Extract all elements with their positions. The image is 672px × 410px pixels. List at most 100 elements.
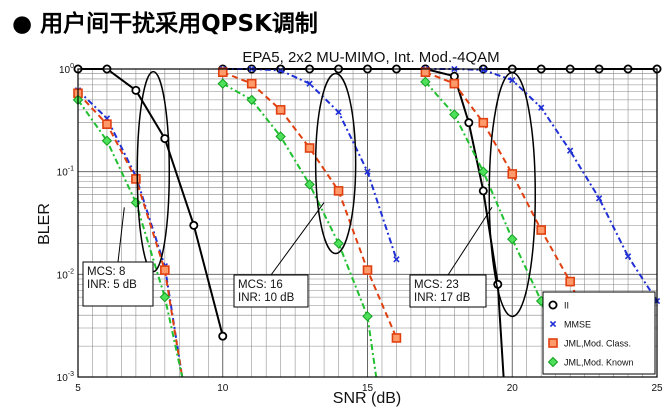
- point-marker: [549, 320, 557, 328]
- point-marker: [218, 331, 228, 341]
- point-marker: [480, 66, 487, 74]
- point-marker: [478, 117, 489, 128]
- point-marker: [566, 147, 574, 154]
- point-marker: [217, 78, 228, 89]
- point-marker: [159, 291, 171, 303]
- point-marker: [131, 174, 141, 184]
- legend: II MMSE JML,Mod. Class. JML,Mod. Known: [542, 291, 656, 375]
- point-marker: [393, 256, 400, 263]
- callout-label: MCS: 8: [87, 266, 125, 278]
- point-marker: [362, 311, 373, 322]
- point-marker: [391, 333, 402, 343]
- point-marker: [536, 225, 547, 235]
- point-marker: [364, 168, 371, 175]
- callout-pointer: [447, 206, 493, 276]
- marker-stroke: [393, 256, 400, 263]
- point-marker: [565, 276, 575, 287]
- y-tick-label: 10-3: [57, 371, 74, 384]
- legend-entry-label: JML,Mod. Class.: [564, 339, 631, 349]
- point-marker: [548, 338, 558, 348]
- point-marker: [449, 71, 459, 81]
- y-axis-label: BLER: [36, 203, 53, 245]
- marker-stroke: [624, 253, 632, 260]
- point-marker: [464, 118, 474, 128]
- point-marker: [547, 356, 559, 368]
- marker-stroke: [595, 195, 603, 202]
- point-marker: [275, 105, 286, 115]
- point-marker: [509, 76, 516, 84]
- point-marker: [333, 238, 344, 249]
- point-marker: [420, 67, 431, 78]
- point-marker: [507, 169, 518, 179]
- callout-label: MCS: 23: [414, 279, 459, 291]
- y-tick-label: 10-1: [57, 166, 74, 179]
- point-marker: [449, 78, 460, 89]
- callout-label: MCS: 16: [238, 279, 283, 291]
- callout-box: [233, 274, 309, 308]
- point-marker: [507, 233, 518, 245]
- series-line: [425, 68, 505, 378]
- y-tick-label: 100: [59, 63, 74, 76]
- point-marker: [160, 265, 170, 275]
- x-tick-label: 25: [651, 383, 663, 394]
- point-marker: [595, 195, 603, 202]
- point-marker: [548, 300, 558, 310]
- marker-stroke: [566, 147, 574, 154]
- legend-box: [542, 291, 656, 375]
- callout-ellipse: [314, 72, 357, 255]
- point-marker: [362, 265, 373, 275]
- point-marker: [246, 78, 257, 89]
- x-axis-label: SNR (dB): [333, 390, 401, 407]
- point-marker: [478, 166, 489, 177]
- x-tick-label: 10: [217, 383, 229, 394]
- point-marker: [304, 179, 315, 190]
- legend-entry-label: JML,Mod. Known: [564, 358, 634, 368]
- callout-ellipse: [488, 71, 536, 318]
- slide-title: ● 用户间干扰采用QPSK调制: [12, 4, 318, 38]
- point-marker: [275, 131, 286, 142]
- y-tick-label: 10-2: [57, 268, 74, 281]
- legend-entry-label: MMSE: [564, 320, 591, 330]
- point-marker: [217, 67, 228, 78]
- callout-label: INR: 17 dB: [414, 292, 471, 304]
- point-marker: [102, 119, 112, 129]
- x-tick-label: 20: [507, 383, 519, 394]
- point-marker: [306, 80, 313, 87]
- series-jml-mod-class: [73, 67, 590, 378]
- marker-stroke: [538, 104, 545, 111]
- point-marker: [449, 109, 460, 120]
- point-marker: [420, 76, 431, 88]
- point-marker: [101, 135, 113, 146]
- marker-stroke: [549, 320, 557, 328]
- series-line: [77, 99, 184, 378]
- callout-label: INR: 5 dB: [87, 279, 137, 291]
- legend-entry-label: II: [564, 301, 569, 311]
- point-marker: [160, 134, 170, 144]
- point-marker: [131, 85, 141, 95]
- ticks: 5 10 15 20 25 100 10-1 10-2 10-3: [57, 63, 663, 394]
- point-marker: [189, 220, 199, 230]
- point-marker: [335, 108, 342, 116]
- point-marker: [538, 104, 545, 111]
- chart-title: EPA5, 2x2 MU-MIMO, Int. Mod.-4QAM: [242, 49, 499, 66]
- marker-stroke: [306, 80, 313, 87]
- marker-stroke: [335, 108, 342, 116]
- marker-stroke: [480, 66, 487, 74]
- callout-pointer: [117, 207, 125, 263]
- callout-box: [82, 261, 154, 307]
- point-marker: [246, 94, 257, 106]
- point-marker: [304, 143, 315, 153]
- x-tick-label: 15: [362, 383, 374, 394]
- slide-title-text: 用户间干扰采用QPSK调制: [40, 11, 318, 37]
- callout-pointer: [270, 202, 325, 276]
- point-marker: [130, 197, 142, 208]
- callout-label: INR: 10 dB: [238, 292, 295, 304]
- bullet-icon: ●: [12, 11, 33, 37]
- x-tick-label: 5: [75, 383, 81, 394]
- callout-box: [409, 274, 487, 308]
